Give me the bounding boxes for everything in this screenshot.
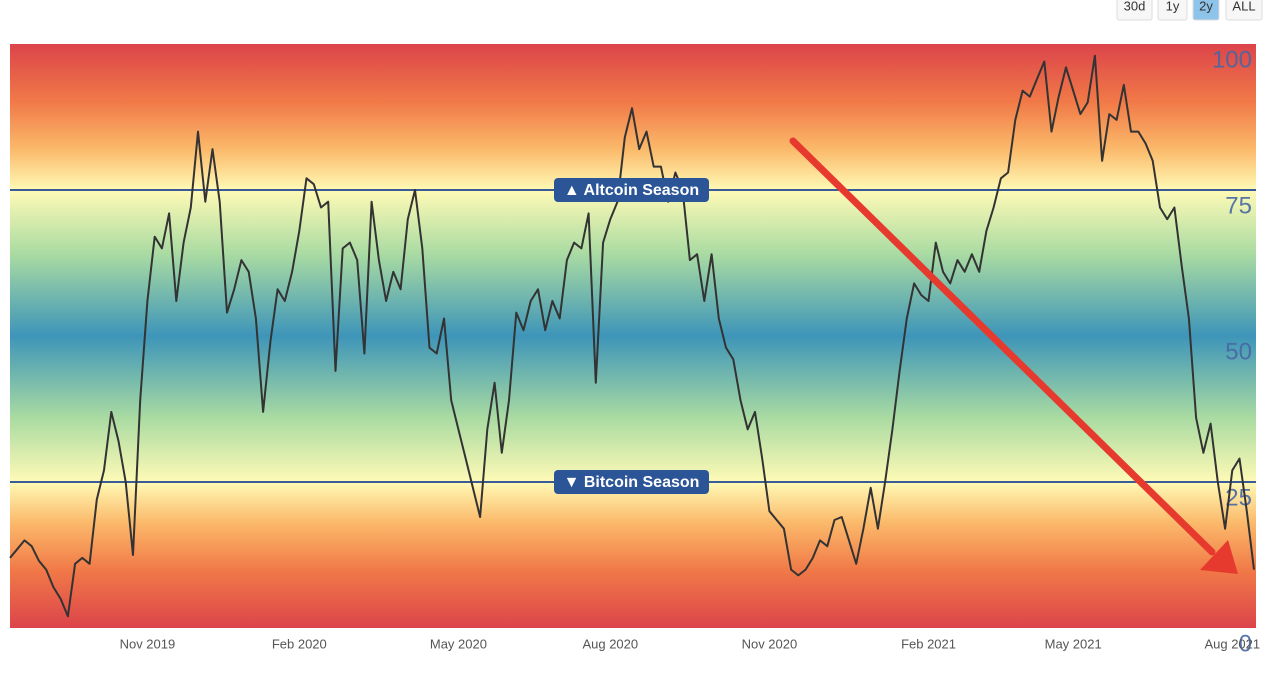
x-tick-label: Feb 2020 (272, 636, 327, 651)
range-button-label[interactable]: 1y (1166, 0, 1180, 13)
x-tick-label: May 2021 (1045, 636, 1102, 651)
x-tick-label: Feb 2021 (901, 636, 956, 651)
y-tick-label: 100 (1212, 46, 1252, 73)
x-tick-label: Nov 2020 (742, 636, 798, 651)
x-tick-label: Aug 2021 (1204, 636, 1260, 651)
range-button-label[interactable]: ALL (1232, 0, 1255, 13)
range-button[interactable] (1116, 0, 1153, 21)
annotation-label: ▲ Altcoin Season (564, 182, 699, 199)
y-tick-label: 75 (1225, 192, 1252, 219)
x-tick-label: Aug 2020 (582, 636, 638, 651)
plot-background (10, 44, 1256, 628)
y-tick-label: 50 (1225, 338, 1252, 365)
annotation-badge (554, 178, 709, 202)
range-button[interactable] (1157, 0, 1188, 21)
y-tick-label: 0 (1239, 630, 1252, 657)
range-button[interactable] (1225, 0, 1263, 21)
range-button-label[interactable]: 2y (1199, 0, 1213, 13)
trend-arrow (789, 137, 1238, 574)
annotation-label: ▼ Bitcoin Season (564, 474, 700, 491)
range-button[interactable] (1192, 0, 1220, 21)
x-tick-label: May 2020 (430, 636, 487, 651)
index-line (9, 54, 1255, 618)
annotation-badge (554, 470, 709, 494)
range-button-label[interactable]: 30d (1124, 0, 1146, 13)
x-tick-label: Nov 2019 (120, 636, 176, 651)
